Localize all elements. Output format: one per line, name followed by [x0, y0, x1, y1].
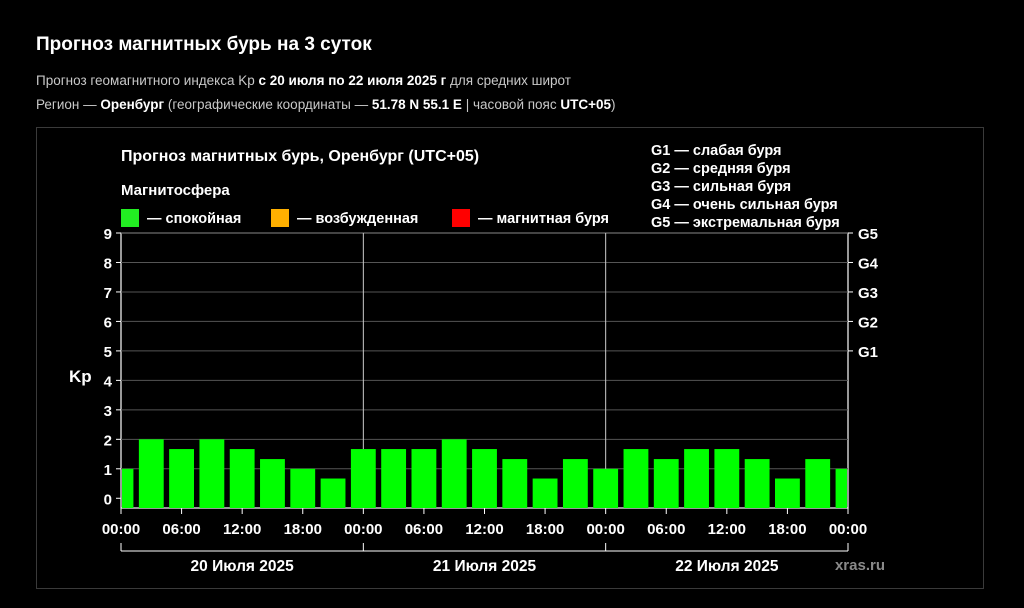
y-tick-label: 1	[104, 462, 112, 479]
kp-bar	[744, 459, 770, 508]
kp-chart: 0 1 2 3 4 5 6 7 8 9 G1 G2 G3 G4 G5 Kp 00:00 06:00 12:00 18:…	[69, 143, 885, 575]
legend-label: — спокойная	[147, 211, 241, 227]
x-tick-label: 00:00	[586, 521, 624, 538]
x-tick-label: 00:00	[344, 521, 382, 538]
coordinates: 51.78 N 55.1 E	[371, 97, 462, 112]
kp-bar	[653, 459, 679, 508]
y-tick-label: 6	[104, 314, 112, 331]
x-tick-label: 18:00	[284, 521, 322, 538]
date-range: с 20 июля по 22 июля 2025 г	[258, 73, 447, 88]
g-tick-label: G1	[858, 344, 878, 361]
x-tick-label: 06:00	[405, 521, 443, 538]
kp-bar	[122, 468, 134, 508]
storm-legend-item: G5 — экстремальная буря	[651, 215, 840, 231]
y-tick-label: 7	[104, 285, 112, 302]
kp-bar	[169, 449, 195, 508]
x-tick-label: 00:00	[102, 521, 140, 538]
legend-swatch	[271, 209, 289, 227]
x-tick-label: 06:00	[162, 521, 200, 538]
region-line: Регион — Оренбург (географические коорди…	[36, 97, 616, 112]
kp-bar	[684, 449, 709, 508]
g-tick-label: G4	[858, 255, 879, 272]
x-tick-label: 18:00	[526, 521, 564, 538]
kp-bar	[835, 468, 847, 508]
x-tick-label: 06:00	[647, 521, 685, 538]
storm-legend-item: G1 — слабая буря	[651, 143, 782, 159]
kp-bar	[199, 439, 225, 508]
y-tick-label: 2	[104, 432, 112, 449]
legend-swatch	[121, 209, 139, 227]
kp-bar	[805, 459, 831, 508]
kp-bar	[260, 459, 285, 508]
kp-bar	[472, 449, 497, 508]
kp-bar	[411, 449, 437, 508]
kp-bar	[593, 468, 619, 508]
day-label: 21 Июля 2025	[433, 558, 537, 575]
g-tick-label: G5	[858, 226, 878, 243]
region-name: Оренбург	[100, 97, 165, 112]
x-tick-label: 12:00	[465, 521, 503, 538]
coords-prefix: (географические координаты —	[164, 97, 372, 112]
y-tick-label: 9	[104, 226, 112, 243]
legend-label: — магнитная буря	[478, 211, 609, 227]
region-prefix: Регион —	[36, 97, 101, 112]
kp-bar	[502, 459, 528, 508]
kp-bar	[532, 478, 558, 508]
kp-bar	[381, 449, 407, 508]
day-label: 20 Июля 2025	[191, 558, 295, 575]
storm-legend-item: G3 — сильная буря	[651, 179, 791, 195]
chart-title: Прогноз магнитных бурь, Оренбург (UTC+05…	[121, 148, 479, 165]
kp-bar	[774, 478, 800, 508]
range-suffix: для средних широт	[446, 73, 571, 88]
storm-legend-item: G2 — средняя буря	[651, 161, 791, 177]
kp-bar	[320, 478, 346, 508]
forecast-range-line: Прогноз геомагнитного индекса Kp с 20 ию…	[36, 73, 571, 88]
kp-bar	[290, 468, 316, 508]
kp-bar	[623, 449, 649, 508]
y-axis-label: Kp	[69, 367, 92, 386]
g-tick-label: G3	[858, 285, 878, 302]
legend-title: Магнитосфера	[121, 182, 230, 199]
legend-label: — возбужденная	[297, 211, 418, 227]
page-title: Прогноз магнитных бурь на 3 суток	[36, 34, 372, 55]
day-label: 22 Июля 2025	[675, 558, 779, 575]
legend-swatch	[452, 209, 470, 227]
kp-bar	[229, 449, 255, 508]
timezone: UTC+05	[560, 97, 612, 112]
kp-bar	[562, 459, 588, 508]
y-tick-label: 0	[104, 491, 112, 508]
y-tick-label: 8	[104, 255, 112, 272]
range-prefix: Прогноз геомагнитного индекса Kp	[36, 73, 259, 88]
kp-bar	[138, 439, 164, 508]
x-tick-label: 12:00	[708, 521, 746, 538]
y-tick-label: 3	[104, 403, 112, 420]
storm-legend-item: G4 — очень сильная буря	[651, 197, 838, 213]
x-tick-label: 12:00	[223, 521, 261, 538]
watermark: xras.ru	[835, 557, 885, 574]
timezone-prefix: | часовой пояс	[461, 97, 561, 112]
kp-bar	[714, 449, 740, 508]
kp-bar	[350, 449, 376, 508]
region-suffix: )	[611, 97, 616, 112]
kp-bar	[441, 439, 467, 508]
y-tick-label: 5	[104, 344, 112, 361]
g-tick-label: G2	[858, 314, 878, 331]
y-tick-label: 4	[104, 373, 113, 390]
x-tick-label: 00:00	[829, 521, 867, 538]
chart-container: 0 1 2 3 4 5 6 7 8 9 G1 G2 G3 G4 G5 Kp 00:00 06:00 12:00 18:…	[36, 127, 984, 589]
x-tick-label: 18:00	[768, 521, 806, 538]
